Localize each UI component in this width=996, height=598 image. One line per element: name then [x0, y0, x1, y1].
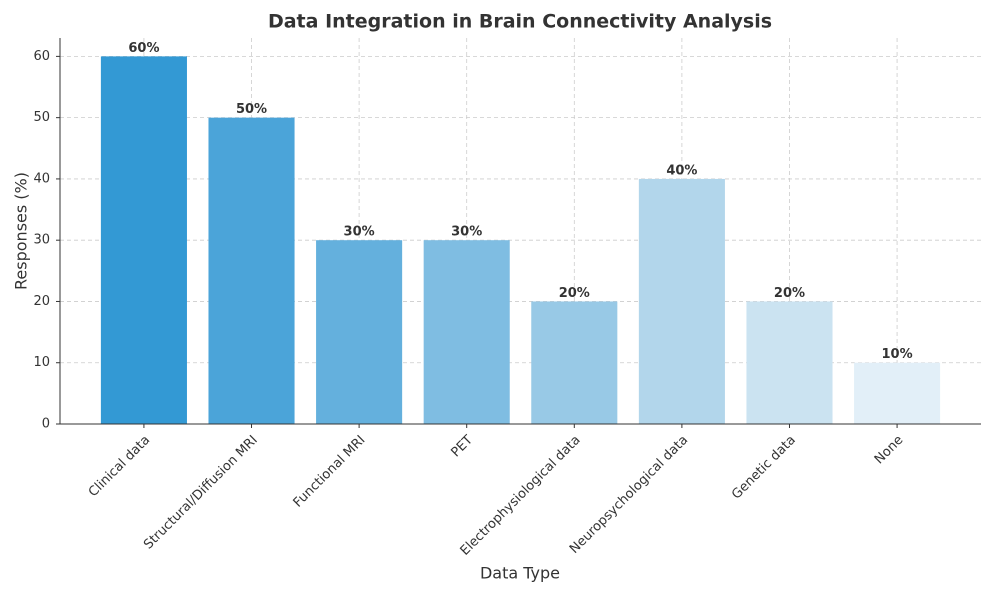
x-tick-label: Genetic data [729, 433, 799, 503]
bar [100, 56, 187, 424]
y-tick-label: 40 [33, 171, 50, 186]
bars [100, 56, 941, 425]
x-axis-label: Data Type [480, 564, 560, 583]
x-tick-label: None [872, 433, 907, 468]
x-tick-label: PET [448, 433, 476, 461]
bar [531, 301, 618, 424]
x-tick-label: Neuropsychological data [567, 433, 691, 557]
y-tick-label: 20 [33, 294, 50, 309]
x-tick-label: Functional MRI [291, 433, 369, 511]
x-tick-label: Clinical data [86, 433, 153, 500]
value-label: 40% [666, 163, 697, 178]
value-label: 30% [344, 225, 375, 240]
x-tick-label: Structural/Diffusion MRI [141, 433, 261, 553]
value-label: 60% [128, 41, 159, 56]
bar [208, 117, 295, 425]
value-label: 50% [236, 102, 267, 117]
y-tick-label: 30 [33, 233, 50, 248]
bar [746, 301, 833, 424]
grid [60, 38, 981, 425]
chart-title: Data Integration in Brain Connectivity A… [268, 11, 772, 33]
bar [638, 178, 725, 424]
value-label: 20% [559, 286, 590, 301]
y-axis-label: Responses (%) [12, 172, 31, 290]
x-tick-label: Electrophysiological data [458, 433, 584, 559]
bar [423, 240, 510, 424]
bar [854, 362, 941, 424]
y-tick-label: 60 [33, 49, 50, 64]
value-label: 30% [451, 225, 482, 240]
y-tick-label: 10 [33, 355, 50, 370]
value-label: 20% [774, 286, 805, 301]
y-tick-label: 50 [33, 110, 50, 125]
value-label: 10% [882, 347, 913, 362]
bar [316, 240, 403, 424]
y-tick-label: 0 [42, 417, 50, 432]
